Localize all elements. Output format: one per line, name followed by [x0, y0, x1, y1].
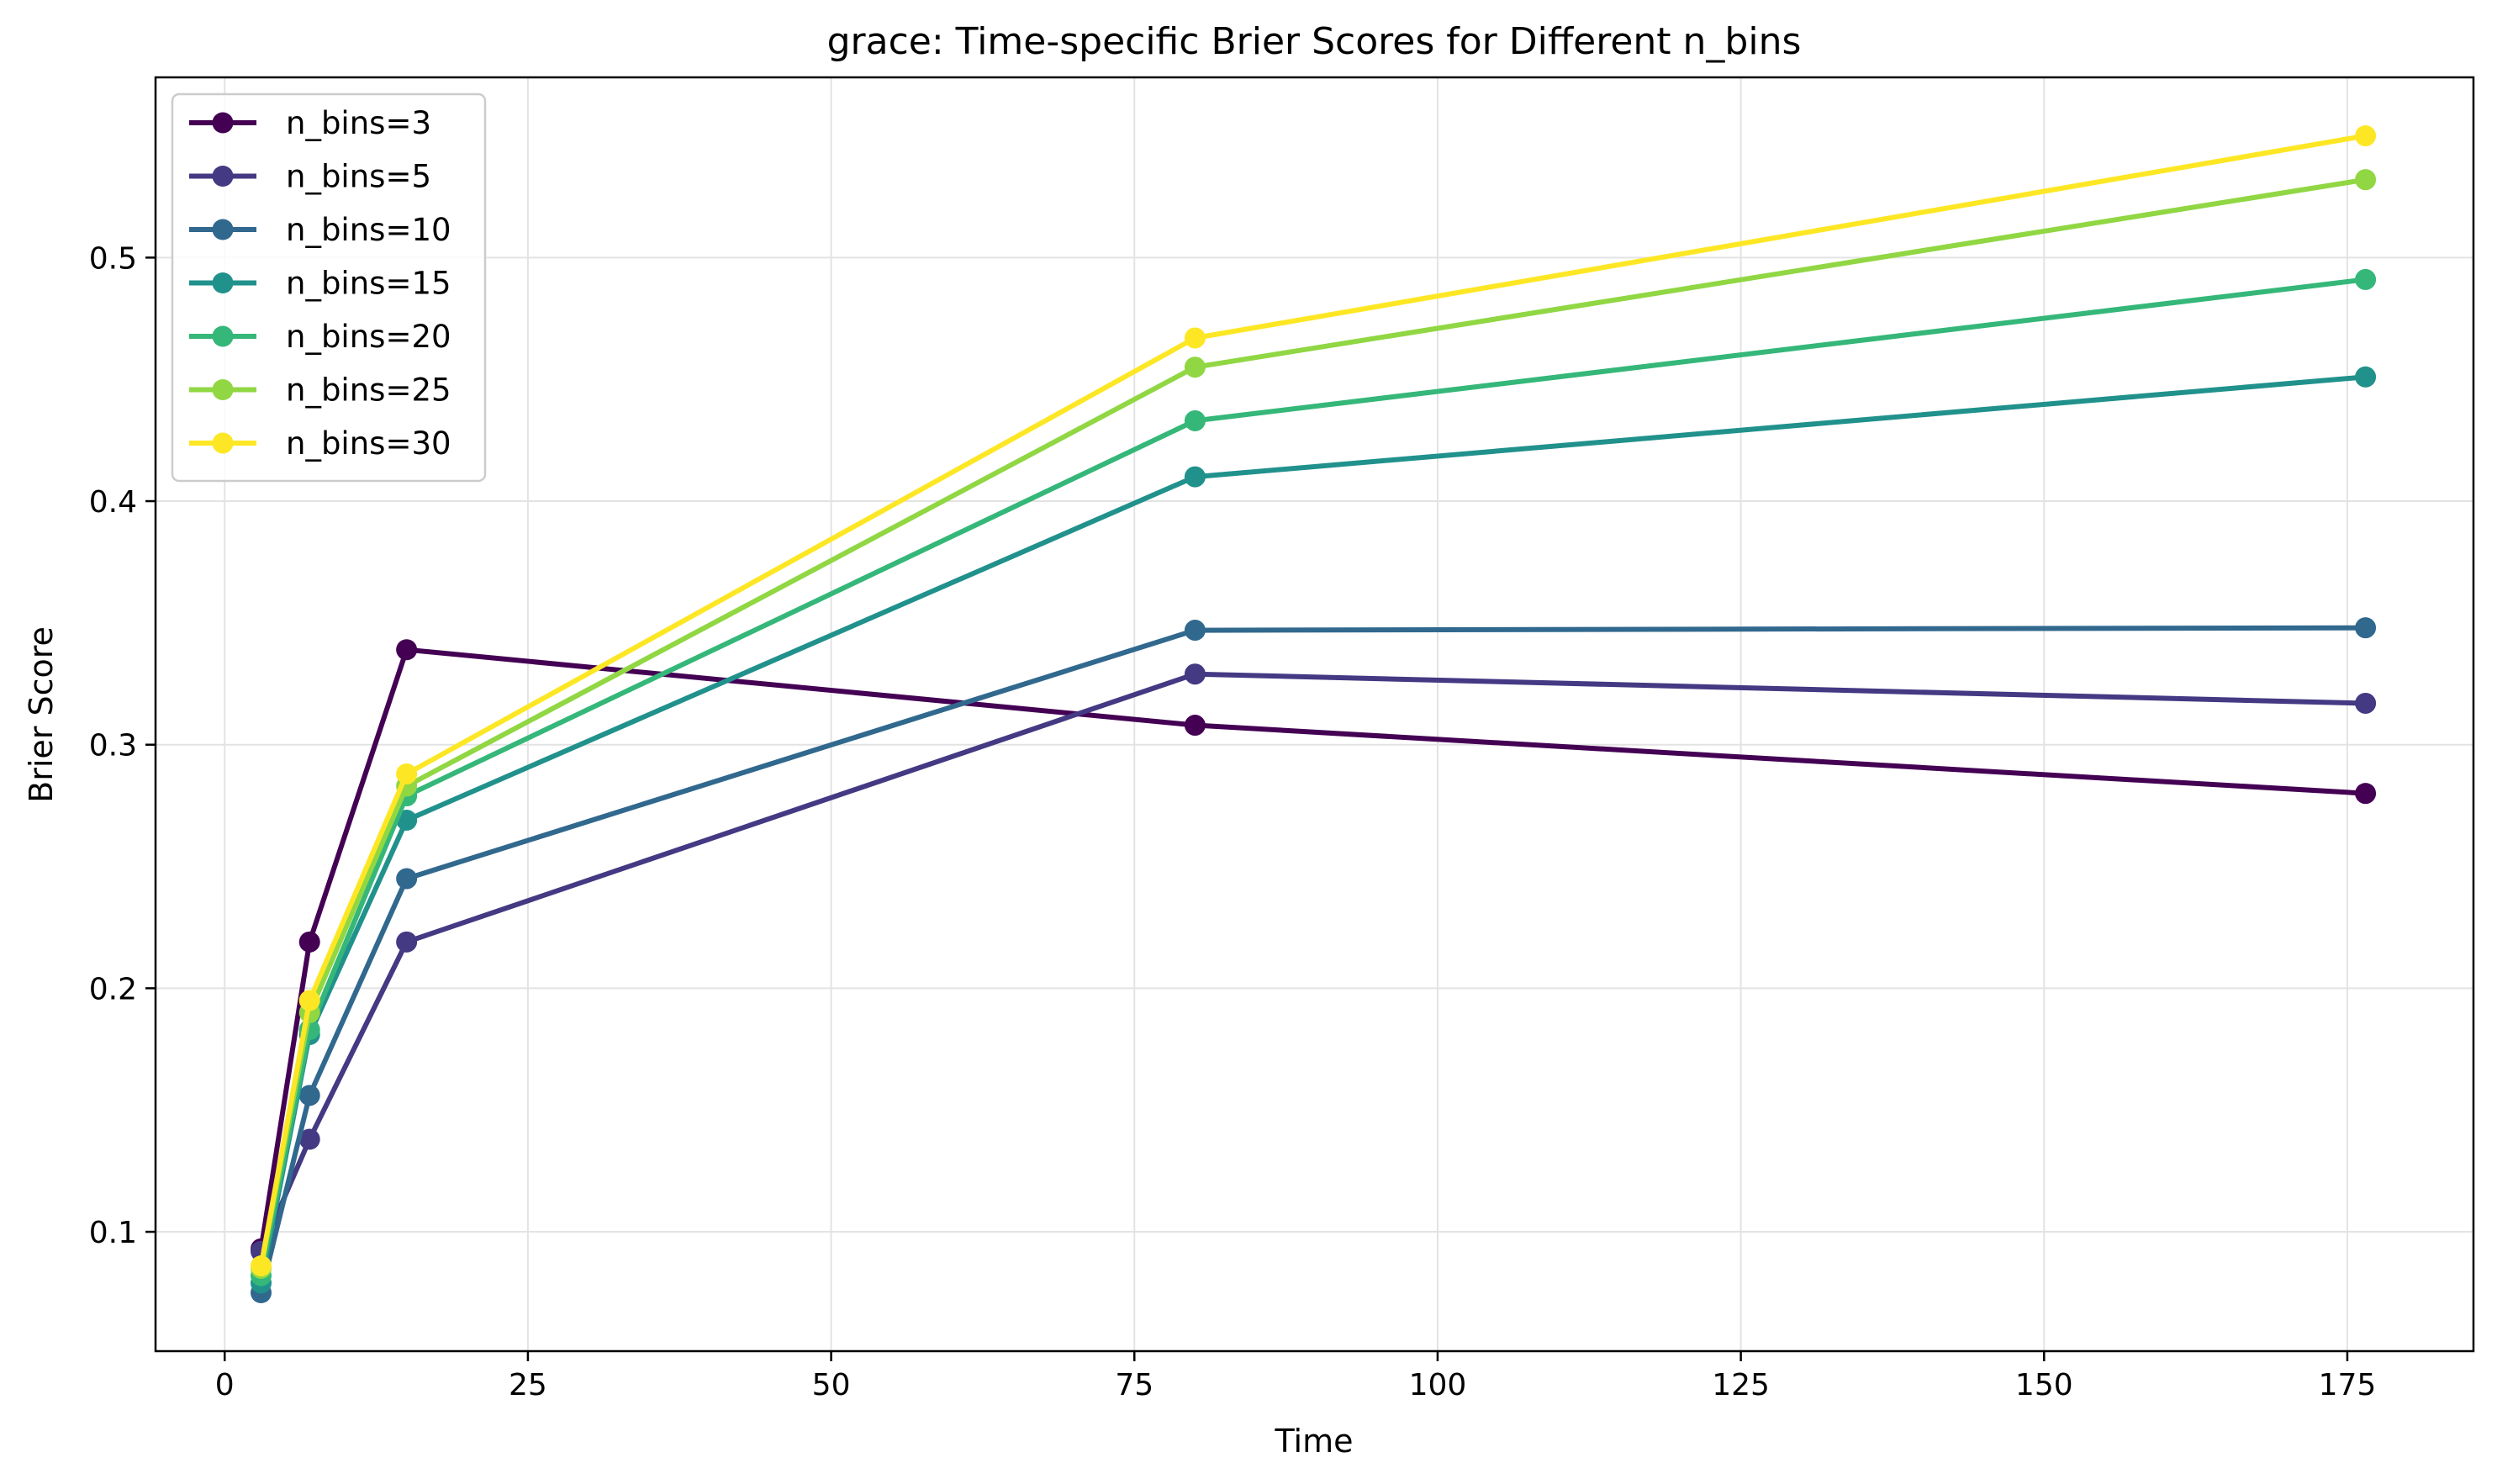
legend-item: n_bins=10	[189, 212, 451, 248]
legend-label: n_bins=5	[286, 159, 431, 195]
legend-label: n_bins=15	[286, 266, 451, 302]
data-point	[251, 1255, 272, 1277]
data-point	[1184, 715, 1206, 737]
x-tick-label: 100	[1409, 1368, 1467, 1402]
legend-box	[171, 92, 487, 483]
legend-marker	[212, 432, 234, 454]
legend-marker	[212, 166, 234, 187]
data-point	[298, 931, 320, 953]
data-point	[2355, 692, 2377, 714]
legend-label: n_bins=30	[286, 425, 451, 462]
legend-label: n_bins=10	[286, 212, 451, 248]
legend-item: n_bins=3	[189, 105, 431, 141]
x-tick-label: 125	[1712, 1368, 1770, 1402]
legend-item: n_bins=15	[189, 266, 451, 302]
x-tick-label: 0	[215, 1368, 235, 1402]
y-axis-title: Brier Score	[23, 626, 60, 803]
data-point	[396, 639, 418, 661]
legend-item: n_bins=30	[189, 425, 451, 462]
data-point	[2355, 268, 2377, 290]
data-point	[396, 931, 418, 953]
data-point	[396, 868, 418, 890]
plot-area-frame	[154, 76, 2475, 1353]
data-point	[1184, 466, 1206, 488]
y-tick-label: 0.2	[89, 972, 137, 1006]
legend-marker	[212, 325, 234, 347]
data-point	[1184, 620, 1206, 642]
data-point	[2355, 617, 2377, 639]
chart-title: grace: Time-specific Brier Scores for Di…	[827, 20, 1802, 63]
series-n-bins-30	[251, 125, 2377, 1277]
data-point	[2355, 366, 2377, 388]
data-point	[2355, 783, 2377, 805]
x-tick-label: 75	[1115, 1368, 1153, 1402]
series-layer	[251, 125, 2377, 1303]
legend-item: n_bins=25	[189, 372, 451, 409]
y-tick-label: 0.1	[89, 1216, 137, 1250]
legend-marker	[212, 219, 234, 240]
legend-item: n_bins=5	[189, 159, 431, 195]
y-tick-label: 0.4	[89, 485, 137, 520]
x-tick-label: 150	[2015, 1368, 2073, 1402]
data-point	[1184, 663, 1206, 685]
legend-marker	[212, 112, 234, 134]
data-point	[1184, 327, 1206, 349]
data-point	[1184, 409, 1206, 431]
legend: n_bins=3 n_bins=5 n_bins=10 n_bins=15 n_bins…	[171, 92, 487, 483]
axis-ticks: 0 25 50 75 100 125 150 175 0.1 0.2 0.3 0.4 0.5	[89, 241, 2377, 1402]
legend-label: n_bins=25	[286, 372, 451, 409]
y-tick-label: 0.3	[89, 729, 137, 763]
x-tick-label: 25	[509, 1368, 547, 1402]
y-tick-label: 0.5	[89, 241, 137, 276]
data-point	[298, 1085, 320, 1106]
data-point	[298, 1128, 320, 1150]
series-n-bins-5	[251, 663, 2377, 1262]
x-tick-label: 50	[812, 1368, 851, 1402]
data-point	[298, 990, 320, 1011]
legend-label: n_bins=3	[286, 105, 431, 141]
data-point	[396, 763, 418, 784]
legend-marker	[212, 272, 234, 293]
legend-item: n_bins=20	[189, 319, 451, 355]
legend-label: n_bins=20	[286, 319, 451, 355]
data-point	[2355, 125, 2377, 147]
x-tick-label: 175	[2319, 1368, 2377, 1402]
x-axis-title: Time	[1275, 1423, 1354, 1460]
grid	[156, 77, 2473, 1351]
data-point	[1184, 356, 1206, 378]
data-point	[2355, 169, 2377, 191]
legend-marker	[212, 379, 234, 400]
